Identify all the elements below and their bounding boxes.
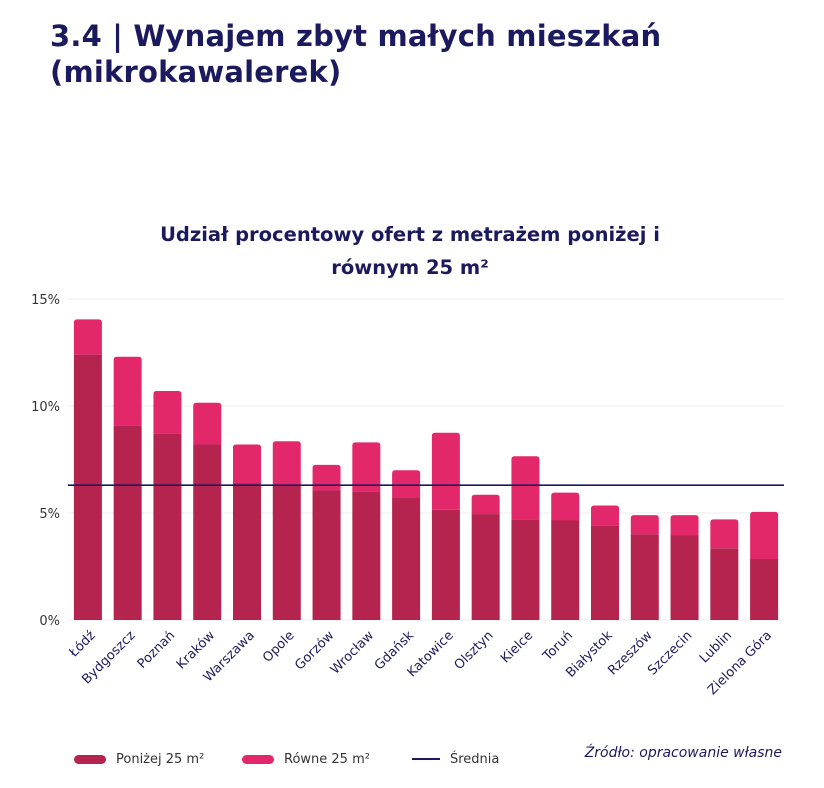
bar-equal — [630, 515, 659, 535]
bar-equal — [431, 432, 460, 510]
chart-title-line2: równym 25 m² — [331, 256, 489, 279]
bar-below — [511, 519, 540, 620]
x-tick-label: Olsztyn — [452, 628, 497, 673]
x-tick-label: Opole — [260, 628, 298, 666]
legend-item-below: Poniżej 25 m² — [74, 748, 204, 770]
x-tick-label: Kielce — [498, 628, 536, 666]
bar-below — [73, 354, 102, 620]
bar-below — [233, 483, 261, 620]
section-title-line1: 3.4 | Wynajem zbyt małych mieszkań — [50, 19, 662, 53]
y-tick-label: 15% — [31, 293, 60, 308]
bar-below — [471, 514, 500, 620]
bar-below — [113, 425, 142, 620]
section-title: 3.4 | Wynajem zbyt małych mieszkań (mikr… — [50, 18, 790, 90]
legend-swatch-equal — [242, 754, 274, 764]
bar-equal — [750, 511, 779, 560]
bar-equal — [312, 464, 341, 491]
bar-equal — [113, 356, 142, 426]
bar-below — [750, 559, 779, 620]
bar-below — [193, 444, 222, 620]
bar-equal — [392, 470, 421, 499]
source-note: Źródło: opracowanie własne — [584, 745, 782, 761]
x-tick-label: Poznań — [135, 628, 179, 672]
bar-equal — [272, 441, 301, 486]
bar-below — [591, 525, 619, 620]
bar-below — [153, 433, 182, 620]
legend-item-equal: Równe 25 m² — [242, 748, 370, 770]
x-tick-label: Toruń — [540, 628, 576, 664]
y-tick-label: 5% — [39, 507, 60, 522]
bar-equal — [710, 519, 739, 549]
bar-equal — [471, 494, 500, 515]
bar-below — [630, 534, 659, 620]
x-tick-label: Wrocław — [328, 628, 378, 678]
legend-label-equal: Równe 25 m² — [284, 751, 370, 767]
bar-below — [710, 548, 739, 620]
legend-label-average: Średnia — [450, 751, 500, 767]
bar-equal — [591, 505, 619, 526]
bar-below — [670, 535, 699, 620]
bar-equal — [153, 391, 182, 434]
x-tick-label: Lublin — [697, 628, 735, 666]
bar-below — [431, 509, 460, 620]
bar-below — [272, 485, 301, 620]
legend-label-below: Poniżej 25 m² — [116, 751, 205, 767]
legend-swatch-below — [74, 754, 106, 764]
bar-below — [551, 520, 580, 620]
bar-below — [312, 490, 341, 620]
legend-item-average: Średnia — [412, 748, 499, 770]
bar-equal — [352, 442, 381, 492]
x-tick-label: Łódź — [66, 628, 99, 661]
y-tick-label: 10% — [31, 400, 60, 415]
legend-line-average — [412, 758, 440, 760]
x-tick-label: Szczecin — [645, 628, 695, 678]
y-tick-label: 0% — [39, 614, 60, 629]
bar-below — [392, 498, 421, 620]
stacked-bar-chart: 0%5%10%15%ŁódźBydgoszczPoznańKrakówWarsz… — [31, 293, 784, 698]
bar-equal — [233, 444, 261, 484]
bar-equal — [670, 515, 699, 536]
bar-equal — [193, 402, 222, 445]
bar-below — [352, 491, 381, 620]
bar-equal — [73, 319, 102, 355]
chart-title-line1: Udział procentowy ofert z metrażem poniż… — [160, 223, 660, 246]
section-title-line2: (mikrokawalerek) — [50, 55, 342, 89]
bar-equal — [511, 456, 540, 520]
bar-equal — [551, 492, 580, 521]
